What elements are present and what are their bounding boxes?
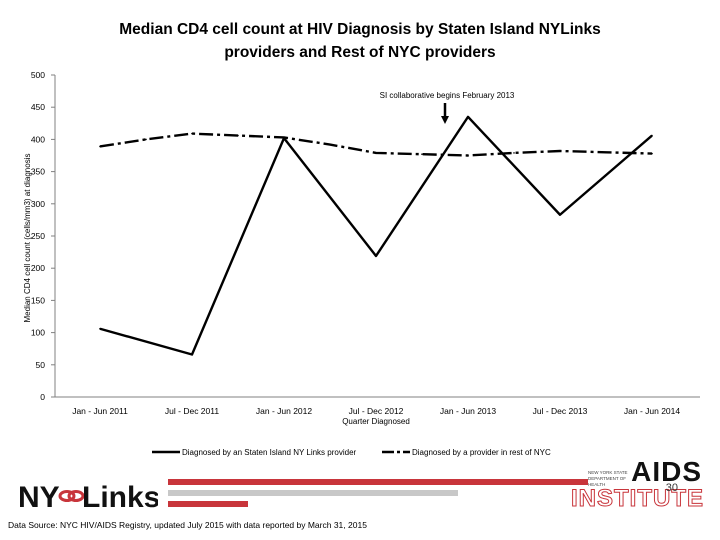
data-point	[283, 136, 285, 139]
y-tick-label: 100	[31, 328, 45, 338]
data-point	[191, 353, 193, 356]
x-tick-label: Jan - Jun 2012	[256, 406, 313, 416]
x-tick-label: Jan - Jun 2011	[72, 406, 128, 416]
data-point	[651, 152, 653, 155]
y-tick-label: 300	[31, 199, 45, 209]
footer-red-bar-short	[168, 501, 248, 507]
data-source: Data Source: NYC HIV/AIDS Registry, upda…	[8, 520, 367, 530]
data-point	[513, 152, 515, 154]
y-tick-label: 400	[31, 134, 45, 144]
data-point	[467, 154, 469, 157]
y-tick-label: 150	[31, 295, 45, 305]
chart-title: Median CD4 cell count at HIV Diagnosis b…	[60, 18, 660, 64]
chart-title-line-1: Median CD4 cell count at HIV Diagnosis b…	[119, 21, 601, 38]
data-point	[467, 116, 469, 118]
data-point	[329, 143, 331, 146]
aids-institute-small-text: NEW YORK STATE DEPARTMENT OF HEALTH	[588, 470, 628, 487]
data-point	[651, 134, 653, 137]
y-axis-title: Median CD4 cell count (cells/mm3) at dia…	[23, 154, 32, 323]
institute-text: INSTITUTE	[571, 485, 704, 512]
chart-title-line-2: providers and Rest of NYC providers	[224, 44, 496, 61]
x-tick-label: Jan - Jun 2013	[440, 406, 497, 416]
data-point	[237, 134, 239, 137]
y-tick-label: 500	[31, 70, 45, 80]
footer-red-bar	[168, 479, 588, 485]
x-axis-title: Quarter Diagnosed	[342, 417, 410, 426]
x-tick-label: Jan - Jun 2014	[624, 406, 681, 416]
page-number: 30	[665, 482, 678, 494]
y-tick-label: 450	[31, 102, 45, 112]
data-point	[559, 150, 561, 152]
data-point	[99, 327, 101, 330]
ny-links-logo: NY Links	[18, 481, 158, 514]
data-point	[421, 153, 423, 156]
data-point	[145, 138, 147, 141]
y-tick-label: 200	[31, 263, 45, 273]
y-tick-label: 50	[36, 360, 46, 370]
y-tick-label: 350	[31, 167, 45, 177]
annotation-arrow-head	[441, 116, 449, 124]
aids-institute-logo: NEW YORK STATE DEPARTMENT OF HEALTH AIDS…	[571, 456, 712, 522]
legend-label-staten-island: Diagnosed by an Staten Island NY Links p…	[182, 448, 357, 457]
x-tick-label: Jul - Dec 2012	[349, 406, 404, 416]
y-tick-label: 250	[31, 231, 45, 241]
line-chart: 0 50 100 150 200 250 300 350 400 450 500 Jan - Jun …	[23, 70, 700, 457]
svg-text:NY: NY	[18, 481, 60, 514]
data-point	[559, 213, 561, 216]
x-tick-label: Jul - Dec 2011	[165, 406, 219, 416]
footer-gray-bar	[168, 490, 458, 496]
svg-text:Links: Links	[82, 481, 158, 514]
data-point	[375, 255, 377, 257]
legend-label-rest-of-nyc: Diagnosed by a provider in rest of NYC	[412, 448, 551, 457]
data-point	[605, 151, 607, 154]
data-point	[191, 132, 193, 135]
data-point	[99, 145, 101, 148]
y-tick-label: 0	[40, 392, 45, 402]
chain-link-icon	[58, 490, 85, 502]
annotation-text: SI collaborative begins February 2013	[380, 91, 515, 100]
data-point	[375, 152, 377, 154]
aids-text: AIDS	[631, 456, 702, 487]
x-tick-label: Jul - Dec 2013	[533, 406, 588, 416]
